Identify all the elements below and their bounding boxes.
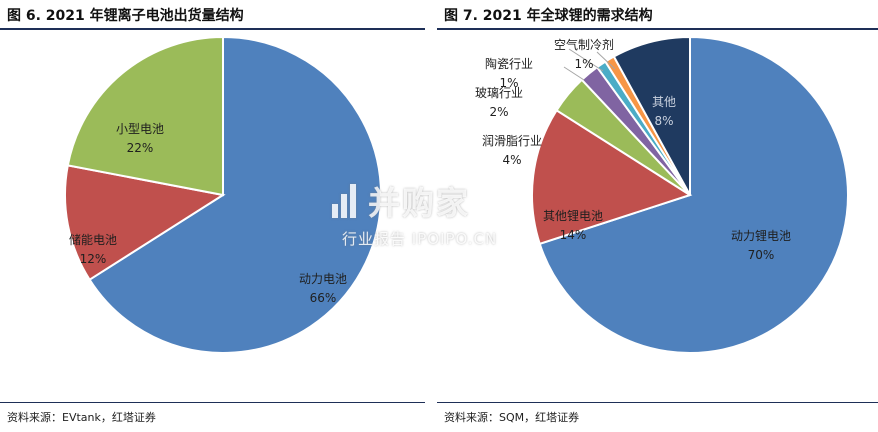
slice-value-label: 1%	[574, 57, 593, 71]
slice-label: 空气制冷剂	[554, 37, 614, 52]
slice-label: 其他	[652, 95, 676, 109]
figure-6-title: 图 6. 2021 年锂离子电池出货量结构	[7, 8, 244, 24]
slice-label: 其他锂电池	[543, 208, 603, 223]
pie-slice	[538, 35, 849, 354]
slice-value-label: 70%	[748, 248, 775, 262]
slice-value-label: 66%	[310, 291, 337, 305]
slice-value-label: 22%	[127, 141, 154, 155]
slice-label: 陶瓷行业	[485, 56, 533, 71]
slice-label: 润滑脂行业	[482, 133, 542, 148]
leader-line	[563, 66, 585, 81]
slice-label: 动力锂电池	[731, 228, 791, 243]
figure-6-pie-chart: 动力电池 66% 储能电池 12% 小型电池 22%	[64, 35, 382, 354]
slice-label: 动力电池	[299, 272, 347, 286]
figure-7-pie-chart: 动力锂电池 70% 其他锂电池 14% 润滑脂行业 4% 玻璃行业 2% 陶瓷行业 1% 空气制冷剂…	[475, 35, 849, 354]
slice-value-label: 2%	[489, 105, 508, 119]
slice-value-label: 1%	[499, 76, 518, 90]
figure-6-panel: 图 6. 2021 年锂离子电池出货量结构 动力电池 66% 储能电池 12% 小型电池…	[0, 0, 425, 432]
pie-slice	[531, 108, 693, 246]
slice-value-label: 8%	[654, 114, 673, 128]
pie-slice	[66, 35, 224, 197]
pie-slice	[64, 164, 226, 282]
figure-6-source: 资料来源：EVtank，红塔证券	[7, 411, 156, 424]
figure-6-top-rule	[0, 28, 425, 30]
slice-label: 玻璃行业	[475, 86, 523, 100]
figure-7-top-rule	[437, 28, 878, 30]
pie-slice	[88, 35, 382, 354]
figure-7-title: 图 7. 2021 年全球锂的需求结构	[444, 8, 653, 24]
slice-value-label: 12%	[80, 252, 107, 266]
slice-label: 小型电池	[116, 122, 164, 136]
figure-7-bottom-rule	[437, 402, 878, 403]
figure-7-panel: 图 7. 2021 年全球锂的需求结构 动力锂电池 70% 其他锂电池 14% 润滑脂行…	[437, 0, 878, 432]
figure-6-bottom-rule	[0, 402, 425, 403]
slice-label: 储能电池	[69, 232, 117, 247]
slice-value-label: 14%	[560, 228, 587, 242]
leader-line	[568, 48, 604, 72]
pie-slice	[612, 35, 691, 196]
figure-7-source: 资料来源：SQM，红塔证券	[444, 411, 580, 424]
slice-value-label: 4%	[502, 153, 521, 167]
leader-line	[596, 51, 616, 70]
